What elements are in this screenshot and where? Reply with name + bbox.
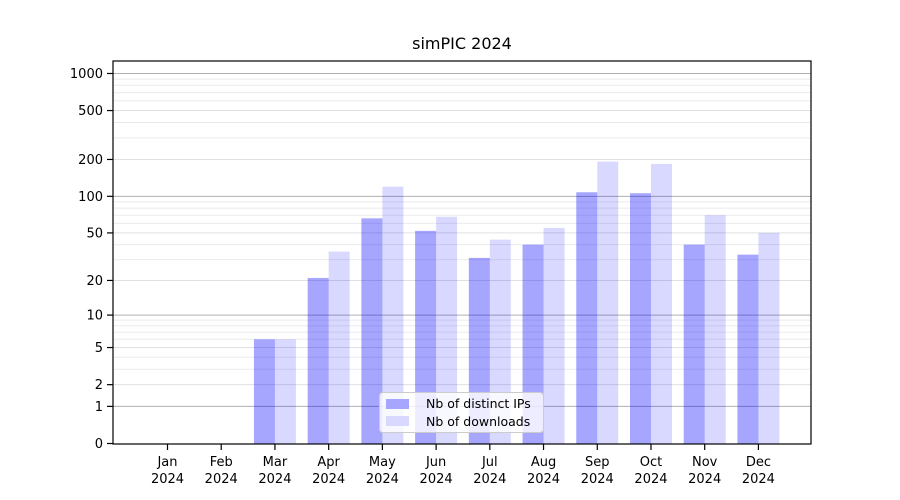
bar-sep-distinct-ips <box>576 192 598 444</box>
x-tick-label-year: 2024 <box>527 472 560 487</box>
y-tick-label: 1000 <box>70 67 103 82</box>
x-tick-label-year: 2024 <box>258 472 291 487</box>
y-tick-label: 10 <box>86 309 103 324</box>
x-tick-label-year: 2024 <box>473 472 506 487</box>
x-tick-label-month: Apr <box>317 455 340 470</box>
bar-mar-downloads <box>274 339 296 444</box>
bar-jun-distinct-ips <box>415 230 437 444</box>
x-tick-label-year: 2024 <box>688 472 721 487</box>
x-tick-label-year: 2024 <box>581 472 614 487</box>
legend-item-downloads: Nb of downloads <box>386 413 535 431</box>
gridline-minors <box>113 78 811 370</box>
bar-apr-distinct-ips <box>307 277 329 444</box>
x-tick-label-month: Jul <box>481 455 498 470</box>
x-tick-label-month: May <box>369 455 396 470</box>
y-tick-label: 20 <box>86 274 103 289</box>
legend: Nb of distinct IPs Nb of downloads <box>379 392 544 433</box>
legend-label-downloads: Nb of downloads <box>426 413 531 429</box>
y-tick-label: 500 <box>78 104 103 119</box>
bar-aug-downloads <box>543 227 565 444</box>
bar-dec-distinct-ips <box>737 254 759 444</box>
plot-border <box>112 60 812 445</box>
gridline-mids <box>113 110 811 386</box>
x-tick-label-month: Feb <box>210 455 233 470</box>
chart-title: simPIC 2024 <box>412 34 512 53</box>
bar-sep-downloads <box>597 161 619 444</box>
x-tick-label-year: 2024 <box>205 472 238 487</box>
x-tick-label-year: 2024 <box>742 472 775 487</box>
x-tick-label-month: Jun <box>425 455 446 470</box>
bar-nov-distinct-ips <box>683 244 705 444</box>
series-downloads <box>274 161 780 444</box>
x-tick-label-month: Dec <box>746 455 771 470</box>
x-tick-label-month: Nov <box>692 455 718 470</box>
bar-apr-downloads <box>328 251 350 444</box>
x-tick-label-year: 2024 <box>634 472 667 487</box>
x-tick-label-month: Jan <box>156 455 177 470</box>
bar-oct-distinct-ips <box>629 193 651 444</box>
bar-jun-downloads <box>436 216 458 444</box>
y-tick-label: 1 <box>95 400 103 415</box>
legend-item-distinct-ips: Nb of distinct IPs <box>386 395 535 413</box>
legend-swatch-downloads <box>386 416 409 427</box>
x-tick-label-month: Mar <box>263 455 288 470</box>
x-tick-label-year: 2024 <box>420 472 453 487</box>
bar-may-distinct-ips <box>361 218 383 444</box>
y-axis: 0 1 2 5 10 20 50 100 200 500 1000 <box>70 67 113 452</box>
y-tick-label: 50 <box>86 226 103 241</box>
bar-oct-downloads <box>650 163 672 444</box>
x-tick-label-year: 2024 <box>151 472 184 487</box>
x-tick-label-year: 2024 <box>312 472 345 487</box>
y-tick-label: 2 <box>95 378 103 393</box>
x-tick-label-year: 2024 <box>366 472 399 487</box>
bar-mar-distinct-ips <box>253 339 275 444</box>
y-tick-label: 5 <box>95 341 103 356</box>
legend-label-distinct-ips: Nb of distinct IPs <box>426 396 531 412</box>
x-axis: Jan 2024 Feb 2024 Mar 2024 Apr 2024 May 2024 Jun 20… <box>151 444 775 487</box>
y-tick-label: 100 <box>78 190 103 205</box>
bar-nov-downloads <box>704 215 726 444</box>
x-tick-label-month: Oct <box>640 455 662 470</box>
y-tick-label: 0 <box>95 437 103 452</box>
x-tick-label-month: Aug <box>531 455 556 470</box>
bar-dec-downloads <box>758 232 780 444</box>
x-tick-label-month: Sep <box>585 455 610 470</box>
y-tick-label: 200 <box>78 153 103 168</box>
legend-swatch-distinct-ips <box>386 398 409 409</box>
bar-may-downloads <box>382 186 404 444</box>
